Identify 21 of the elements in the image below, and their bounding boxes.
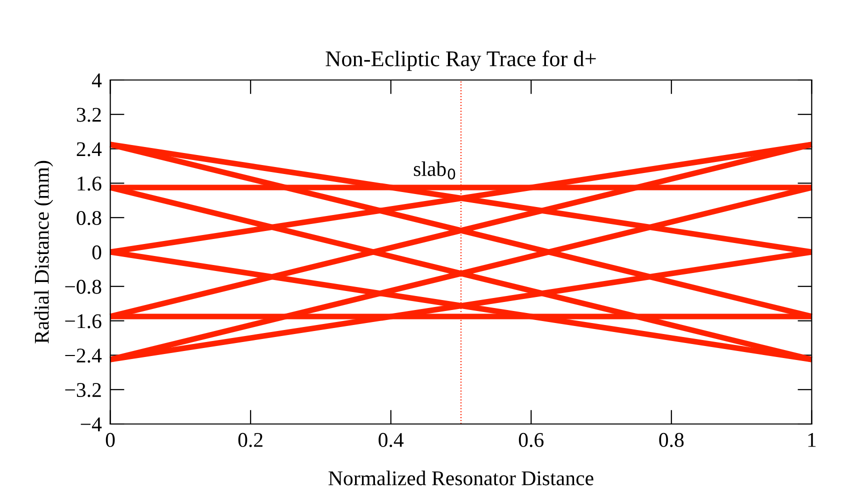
x-tick-label: 0 bbox=[106, 432, 115, 447]
x-tick-label: 0.2 bbox=[238, 432, 262, 448]
x-axis-title: Normalized Resonator Distance bbox=[328, 470, 594, 486]
y-tick-label: −4 bbox=[80, 418, 102, 432]
y-tick-label: 4 bbox=[92, 74, 102, 88]
y-tick-label: −1.6 bbox=[65, 314, 102, 328]
y-tick-label: 2.4 bbox=[76, 142, 102, 156]
y-tick-label: 0 bbox=[92, 245, 102, 260]
ref-line-label: slab$_{0}$ bbox=[414, 161, 456, 180]
chart-title: Non-Ecliptic Ray Trace for d+ bbox=[326, 50, 596, 71]
y-tick-label: −3.2 bbox=[65, 383, 101, 398]
x-tick-label: 0.4 bbox=[378, 432, 404, 448]
x-tick-label: 0.8 bbox=[659, 432, 684, 448]
x-tick-label: 0.6 bbox=[518, 432, 544, 448]
y-axis-title: Radial Distance (mm) bbox=[34, 160, 54, 344]
x-tick-label: 1 bbox=[808, 433, 816, 447]
y-tick-label: 0.8 bbox=[76, 210, 102, 226]
y-tick-label: 3.2 bbox=[76, 108, 101, 122]
y-tick-label: −2.4 bbox=[65, 348, 102, 363]
y-tick-label: −0.8 bbox=[65, 280, 102, 294]
y-tick-label: 1.6 bbox=[78, 176, 102, 191]
